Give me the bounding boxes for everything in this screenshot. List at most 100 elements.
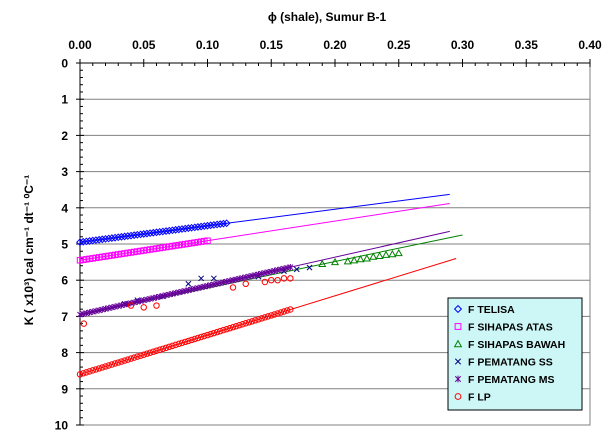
point-5 <box>153 347 160 354</box>
point-5 <box>264 313 272 320</box>
point-5 <box>175 340 183 348</box>
point-0 <box>82 237 91 246</box>
point-0 <box>194 223 202 231</box>
y-tick-label-3: 3 <box>61 165 68 179</box>
point-0 <box>181 224 190 233</box>
point-0 <box>76 238 84 247</box>
point-3 <box>306 264 313 271</box>
point-5 <box>226 324 234 332</box>
legend-marker-1 <box>454 323 462 330</box>
point-5 <box>146 349 154 356</box>
point-5 <box>86 368 93 375</box>
point-2 <box>356 254 365 263</box>
point-5 <box>210 329 218 337</box>
x-tick-label-8: 0.40 <box>578 38 602 52</box>
point-0 <box>184 224 193 233</box>
point-0 <box>158 227 167 236</box>
point-5 <box>127 355 135 362</box>
point-5 <box>188 336 195 344</box>
point-5 <box>232 322 240 330</box>
point-5 <box>280 275 288 282</box>
point-5 <box>99 364 106 371</box>
point-5 <box>156 346 163 353</box>
point-1 <box>204 237 211 244</box>
point-5 <box>127 302 135 309</box>
y-tick-label-6: 6 <box>61 274 68 288</box>
point-3 <box>198 275 205 282</box>
point-0 <box>206 221 215 230</box>
point-0 <box>219 219 228 228</box>
x-tick-label-7: 0.35 <box>515 38 539 52</box>
trendline-1 <box>79 202 450 261</box>
legend: F TELISA F SIHAPAS ATAS F SIHAPAS BAWAH F P… <box>447 297 583 411</box>
point-0 <box>107 234 116 242</box>
point-0 <box>155 227 164 236</box>
point-2 <box>318 259 327 267</box>
legend-box <box>447 297 583 411</box>
point-5 <box>150 348 157 355</box>
point-5 <box>236 322 243 329</box>
y-tick-label-0: 0 <box>61 57 68 71</box>
point-0 <box>88 236 97 245</box>
point-0 <box>92 236 100 245</box>
trendline-5 <box>79 258 457 375</box>
point-0 <box>165 226 174 235</box>
point-5 <box>95 365 103 372</box>
point-5 <box>207 330 214 338</box>
point-5 <box>242 320 249 327</box>
point-0 <box>133 230 142 239</box>
point-5 <box>108 361 116 368</box>
point-2 <box>394 248 403 257</box>
point-0 <box>168 226 177 235</box>
y-tick-label-2: 2 <box>61 129 68 143</box>
point-0 <box>190 223 199 232</box>
point-0 <box>120 232 129 241</box>
point-3 <box>185 280 192 287</box>
point-5 <box>197 333 205 341</box>
point-5 <box>268 276 275 284</box>
point-0 <box>171 225 180 234</box>
point-5 <box>181 338 189 346</box>
y-tick-label-10: 10 <box>55 419 69 430</box>
point-5 <box>255 316 262 323</box>
point-2 <box>381 250 391 258</box>
x-tick-label-3: 0.15 <box>260 38 284 52</box>
point-4 <box>287 264 294 271</box>
point-5 <box>102 363 109 370</box>
point-5 <box>239 321 246 328</box>
point-0 <box>127 231 135 240</box>
legend-label-1: F SIHAPAS ATAS <box>468 322 553 334</box>
point-0 <box>149 228 158 237</box>
y-tick-label-5: 5 <box>61 238 68 252</box>
point-0 <box>203 221 212 230</box>
legend-label-3: F PEMATANG SS <box>468 357 553 369</box>
trendline-0 <box>79 193 450 243</box>
y-tick-label-4: 4 <box>61 201 68 215</box>
legend-marker-3 <box>454 358 462 365</box>
point-0 <box>152 228 161 237</box>
point-5 <box>172 341 179 349</box>
point-5 <box>261 314 269 321</box>
point-0 <box>98 235 107 244</box>
point-0 <box>114 233 123 242</box>
x-tick-label-6: 0.30 <box>451 38 475 52</box>
legend-label-5: F LP <box>468 392 491 404</box>
point-5 <box>223 325 230 333</box>
point-0 <box>104 234 113 243</box>
point-3 <box>293 266 300 273</box>
point-2 <box>350 256 359 264</box>
point-5 <box>162 344 170 352</box>
legend-marker-4 <box>454 375 462 383</box>
point-5 <box>242 280 249 288</box>
point-5 <box>89 367 96 374</box>
point-2 <box>388 249 397 258</box>
point-5 <box>121 357 128 364</box>
point-5 <box>79 370 87 377</box>
chart-title: ϕ (shale), Sumur B-1 <box>268 10 387 24</box>
point-5 <box>124 356 132 363</box>
point-0 <box>213 220 221 229</box>
point-0 <box>222 219 231 228</box>
point-5 <box>287 306 294 313</box>
point-2 <box>369 252 378 260</box>
